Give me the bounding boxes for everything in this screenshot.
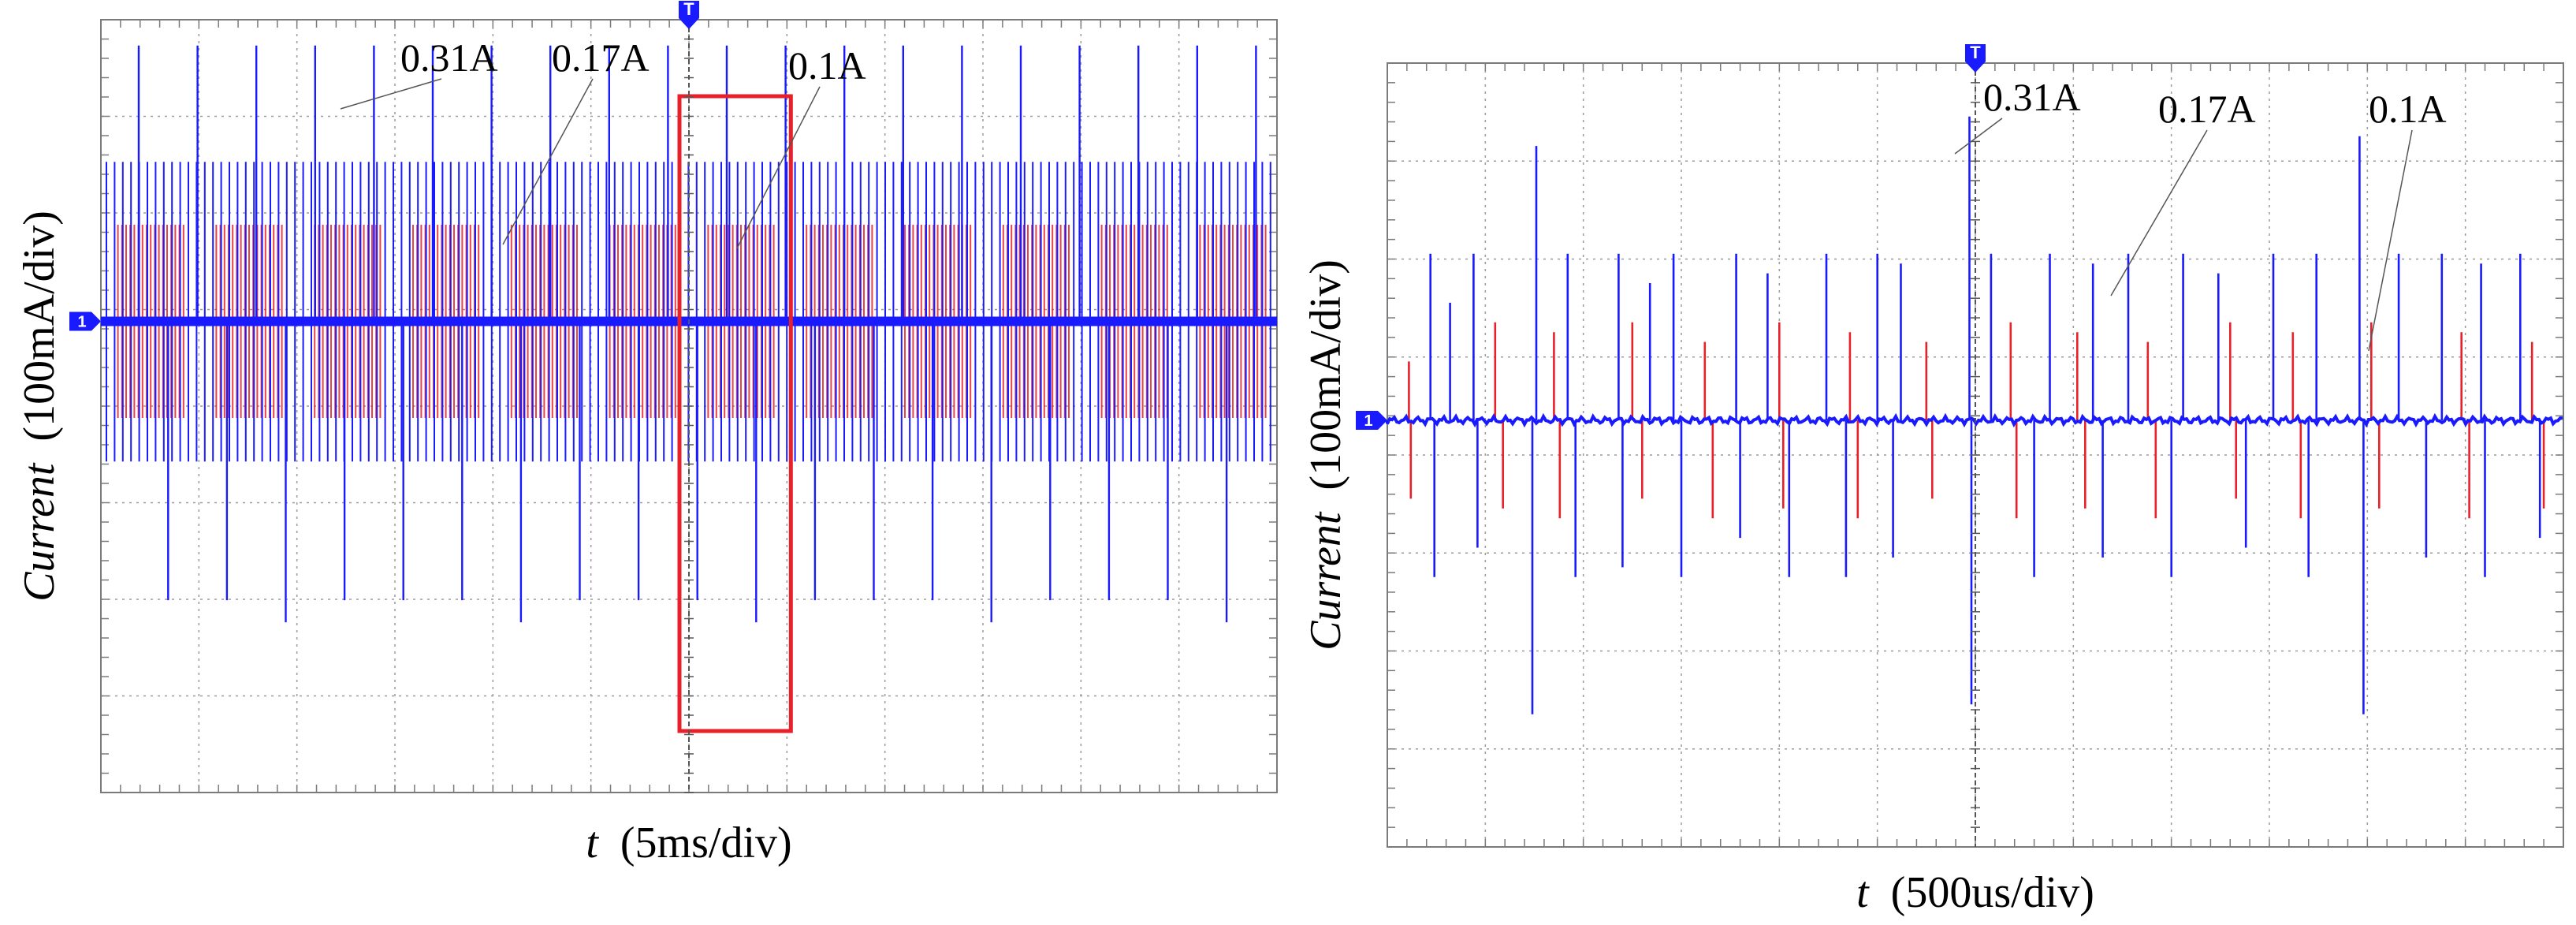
right-annotation-label: 0.17A	[2158, 87, 2256, 131]
right-annotation-leader	[1954, 117, 2003, 155]
left-x-axis-var: t	[586, 819, 599, 867]
left-channel-marker-label: 1	[77, 314, 86, 331]
right-x-axis-unit: (500us/div)	[1891, 868, 2094, 917]
pulse-trace-red-up	[1408, 322, 2533, 420]
right-traces	[1386, 116, 2563, 714]
highlight-box	[677, 94, 793, 733]
right-y-axis-label: Current (100mA/div)	[1301, 259, 1350, 651]
current-spikes-blue	[137, 45, 1257, 623]
channel-marker-icon	[69, 311, 101, 331]
left-y-axis-label: Current (100mA/div)	[15, 211, 64, 602]
left-annotation-leader	[502, 78, 594, 245]
right-annotation-label: 0.1A	[2369, 87, 2447, 131]
left-trigger-marker-label: T	[683, 0, 694, 19]
right-annotation-leader	[2110, 129, 2208, 297]
left-scope-panel: T1 0.31A 0.17A 0.1A Current (100mA/div) t …	[15, 0, 1278, 867]
left-annotation-leader	[736, 86, 821, 249]
right-x-axis-var: t	[1856, 868, 1870, 917]
right-scope-panel: T1 0.31A 0.17A 0.1A Current (100mA/div) t …	[1301, 43, 2564, 917]
left-markers: T1	[69, 0, 699, 793]
left-y-axis-var: Current	[15, 462, 64, 602]
right-x-axis-label: t (500us/div)	[1856, 868, 2094, 917]
right-annotation-leader	[2368, 129, 2413, 352]
left-x-axis-unit: (5ms/div)	[620, 819, 792, 867]
right-grid	[1387, 62, 2564, 848]
pulse-trace-blue-down	[1433, 420, 2541, 714]
left-annotation-label: 0.1A	[788, 43, 866, 88]
left-grid	[100, 19, 1278, 793]
pulse-trace-red-down	[1409, 420, 2545, 519]
baseline-trace-right	[1386, 412, 2563, 428]
left-annotations: 0.31A 0.17A 0.1A	[340, 35, 866, 249]
left-y-axis-unit: (100mA/div)	[15, 211, 64, 441]
channel-marker-icon	[1356, 411, 1387, 430]
right-y-axis-var: Current	[1301, 511, 1350, 651]
right-channel-marker-label: 1	[1364, 412, 1372, 430]
left-annotation-leader	[340, 78, 442, 110]
trigger-marker-icon	[1965, 44, 1986, 73]
right-annotations: 0.31A 0.17A 0.1A	[1954, 75, 2447, 352]
right-y-axis-unit: (100mA/div)	[1301, 259, 1350, 490]
trigger-marker-icon	[679, 1, 699, 29]
right-trigger-marker-label: T	[1970, 43, 1981, 62]
left-x-axis-label: t (5ms/div)	[586, 819, 791, 867]
left-annotation-label: 0.31A	[400, 35, 498, 80]
left-annotation-label: 0.17A	[552, 35, 650, 80]
right-markers: T1	[1356, 43, 1986, 847]
right-annotation-label: 0.31A	[1983, 75, 2081, 119]
pulse-trace-blue-up	[1429, 116, 2522, 420]
